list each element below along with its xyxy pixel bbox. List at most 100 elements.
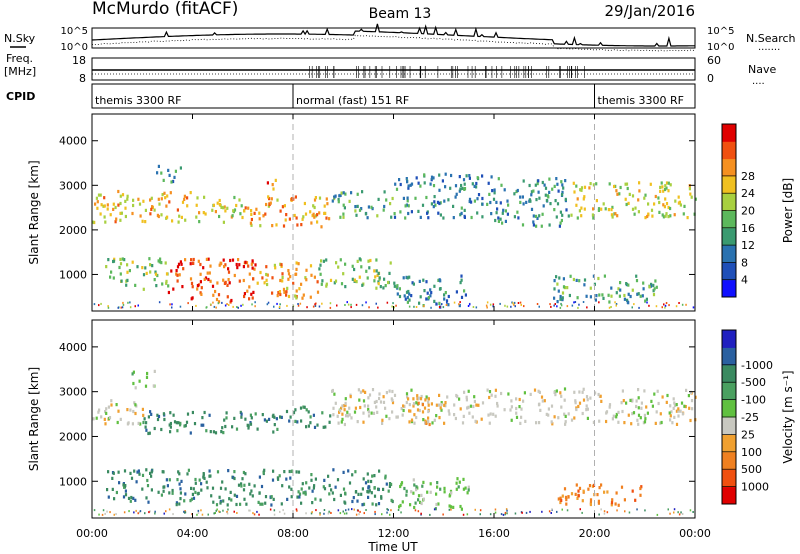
echo-cell — [207, 257, 210, 261]
echo-cell — [118, 481, 121, 485]
speckle-cell — [489, 513, 492, 516]
echo-cell — [181, 285, 184, 289]
echo-cell — [97, 193, 101, 197]
echo-cell — [522, 179, 525, 183]
echo-cell — [462, 487, 465, 491]
echo-cell — [377, 197, 380, 201]
echo-cell — [629, 398, 632, 402]
echo-cell — [432, 176, 435, 180]
echo-cell — [583, 278, 587, 282]
echo-cell — [567, 214, 570, 218]
speckle-cell — [107, 305, 109, 308]
echo-cell — [334, 485, 337, 489]
echo-cell — [494, 218, 497, 223]
echo-cell — [538, 390, 541, 394]
speckle-cell — [644, 509, 646, 512]
echo-cell — [688, 187, 691, 191]
echo-cell — [427, 400, 430, 404]
echo-cell — [433, 195, 436, 199]
echo-cell — [605, 419, 608, 424]
echo-cell — [412, 402, 416, 406]
colorbar-segment — [722, 141, 736, 160]
echo-cell — [295, 261, 298, 265]
echo-cell — [450, 173, 453, 178]
speckle-cell — [633, 303, 635, 306]
echo-cell — [646, 411, 649, 415]
echo-cell — [112, 276, 115, 280]
echo-cell — [472, 404, 475, 409]
echo-cell — [271, 478, 275, 482]
nave-tick-top: 60 — [707, 54, 721, 67]
echo-cell — [399, 182, 402, 187]
echo-cell — [265, 265, 268, 269]
echo-cell — [627, 413, 630, 417]
echo-cell — [279, 262, 282, 266]
echo-cell — [467, 405, 470, 409]
echo-cell — [150, 412, 153, 416]
echo-cell — [166, 484, 169, 488]
echo-cell — [475, 403, 478, 407]
echo-cell — [385, 414, 388, 418]
echo-cell — [412, 282, 415, 286]
echo-cell — [471, 415, 474, 419]
echo-cell — [468, 199, 471, 204]
echo-cell — [438, 287, 442, 291]
echo-cell — [395, 285, 398, 289]
echo-cell — [454, 184, 458, 188]
x-tick-label: 12:00 — [378, 527, 410, 540]
echo-cell — [364, 212, 367, 216]
echo-cell — [274, 266, 277, 270]
echo-cell — [224, 209, 227, 213]
echo-cell — [659, 421, 662, 425]
echo-cell — [268, 197, 271, 201]
echo-cell — [665, 202, 669, 206]
echo-cell — [351, 499, 354, 504]
echo-cell — [489, 412, 492, 416]
echo-cell — [366, 472, 369, 476]
echo-cell — [510, 399, 513, 403]
echo-cell — [473, 399, 476, 404]
speckle-cell — [393, 306, 395, 309]
echo-cell — [200, 482, 203, 486]
speckle-cell — [638, 306, 640, 309]
echo-cell — [376, 410, 379, 414]
echo-cell — [107, 470, 110, 474]
echo-cell — [637, 396, 640, 400]
x-tick-label: 04:00 — [177, 527, 209, 540]
echo-cell — [626, 298, 629, 302]
echo-cell — [346, 410, 349, 414]
echo-cell — [356, 499, 359, 503]
speckle-cell — [305, 512, 307, 515]
echo-cell — [258, 491, 261, 495]
echo-cell — [312, 204, 315, 208]
echo-cell — [109, 213, 112, 217]
echo-cell — [126, 408, 129, 412]
echo-cell — [240, 204, 243, 208]
echo-cell — [475, 181, 478, 186]
echo-cell — [310, 478, 313, 482]
echo-cell — [252, 290, 255, 294]
echo-cell — [214, 210, 217, 214]
echo-cell — [222, 206, 225, 210]
echo-cell — [481, 174, 484, 178]
echo-cell — [92, 417, 95, 421]
echo-cell — [371, 502, 374, 506]
colorbar-tick-label: 24 — [741, 187, 755, 200]
speckle-cell — [479, 509, 482, 512]
echo-cell — [362, 477, 365, 481]
speckle-cell — [472, 306, 475, 308]
echo-cell — [395, 187, 399, 191]
echo-cell — [433, 200, 436, 204]
speckle-cell — [184, 511, 187, 514]
speckle-cell — [310, 512, 313, 515]
echo-cell — [610, 294, 613, 298]
echo-cell — [162, 489, 165, 493]
echo-cell — [233, 195, 236, 200]
echo-cell — [325, 282, 328, 286]
echo-cell — [367, 479, 370, 483]
echo-cell — [161, 193, 164, 197]
speckle-cell — [474, 508, 476, 511]
echo-cell — [370, 479, 373, 484]
speckle-cell — [442, 306, 445, 309]
echo-cell — [106, 207, 109, 211]
